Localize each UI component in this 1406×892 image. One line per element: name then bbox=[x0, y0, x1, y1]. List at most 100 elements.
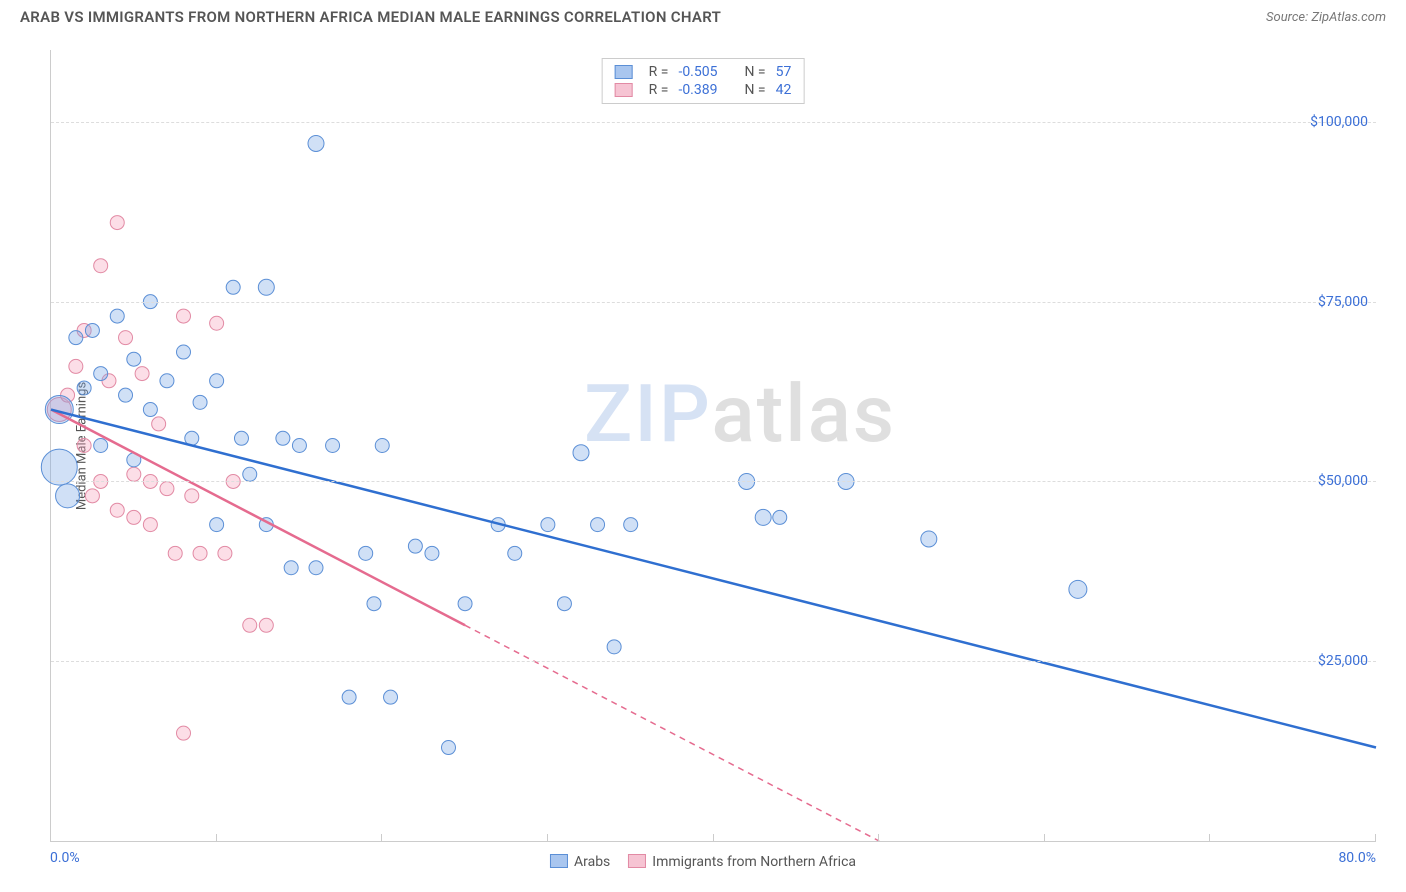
data-point bbox=[69, 359, 83, 373]
data-point bbox=[85, 489, 99, 503]
data-point bbox=[258, 279, 274, 295]
trendline bbox=[51, 410, 1376, 748]
data-point bbox=[160, 374, 174, 388]
legend-row-immigrants: R = -0.389 N = 42 bbox=[615, 81, 792, 99]
series-legend: Arabs Immigrants from Northern Africa bbox=[550, 854, 856, 870]
data-point bbox=[110, 309, 124, 323]
data-point bbox=[326, 439, 340, 453]
data-point bbox=[110, 503, 124, 517]
data-point bbox=[152, 417, 166, 431]
data-point bbox=[309, 561, 323, 575]
x-tick-mark bbox=[1044, 834, 1045, 842]
data-point bbox=[85, 323, 99, 337]
x-tick-mark bbox=[1375, 834, 1376, 842]
x-axis-min: 0.0% bbox=[50, 850, 80, 866]
data-point bbox=[591, 518, 605, 532]
data-point bbox=[243, 618, 257, 632]
data-point bbox=[458, 597, 472, 611]
x-tick-mark bbox=[547, 834, 548, 842]
data-point bbox=[127, 510, 141, 524]
data-point bbox=[624, 518, 638, 532]
trendline-dashed bbox=[465, 625, 879, 841]
data-point bbox=[210, 316, 224, 330]
x-tick-mark bbox=[50, 834, 51, 842]
n-label: N = bbox=[744, 82, 765, 98]
r-label: R = bbox=[649, 82, 669, 98]
data-point bbox=[234, 431, 248, 445]
data-point bbox=[193, 546, 207, 560]
gridline bbox=[51, 481, 1376, 482]
arabs-n-value: 57 bbox=[776, 64, 792, 80]
data-point bbox=[243, 467, 257, 481]
arabs-r-value: -0.505 bbox=[678, 64, 717, 80]
swatch-arabs bbox=[615, 65, 633, 79]
plot-svg bbox=[51, 50, 1376, 841]
legend-item-immigrants: Immigrants from Northern Africa bbox=[628, 854, 856, 870]
y-tick-label: $25,000 bbox=[1318, 653, 1368, 669]
data-point bbox=[284, 561, 298, 575]
plot-area: ZIPatlas $25,000$50,000$75,000$100,000 bbox=[50, 50, 1376, 842]
data-point bbox=[41, 449, 77, 485]
data-point bbox=[408, 539, 422, 553]
x-tick-mark bbox=[381, 834, 382, 842]
data-point bbox=[218, 546, 232, 560]
r-label: R = bbox=[649, 64, 669, 80]
x-axis-max: 80.0% bbox=[1338, 850, 1376, 866]
data-point bbox=[110, 216, 124, 230]
source-attribution: Source: ZipAtlas.com bbox=[1266, 10, 1386, 25]
swatch-immigrants bbox=[615, 83, 633, 97]
data-point bbox=[425, 546, 439, 560]
data-point bbox=[77, 381, 91, 395]
legend-item-arabs: Arabs bbox=[550, 854, 610, 870]
data-point bbox=[367, 597, 381, 611]
data-point bbox=[127, 467, 141, 481]
source-name: ZipAtlas.com bbox=[1311, 10, 1386, 25]
gridline bbox=[51, 302, 1376, 303]
data-point bbox=[342, 690, 356, 704]
data-point bbox=[276, 431, 290, 445]
data-point bbox=[226, 280, 240, 294]
data-point bbox=[921, 531, 937, 547]
data-point bbox=[210, 374, 224, 388]
trendline bbox=[51, 410, 465, 626]
n-label: N = bbox=[744, 64, 765, 80]
gridline bbox=[51, 661, 1376, 662]
data-point bbox=[508, 546, 522, 560]
data-point bbox=[308, 135, 324, 151]
x-tick-mark bbox=[713, 834, 714, 842]
data-point bbox=[94, 367, 108, 381]
data-point bbox=[375, 439, 389, 453]
data-point bbox=[755, 509, 771, 525]
data-point bbox=[185, 489, 199, 503]
arabs-label: Arabs bbox=[574, 854, 610, 870]
title-bar: ARAB VS IMMIGRANTS FROM NORTHERN AFRICA … bbox=[0, 0, 1406, 30]
data-point bbox=[143, 518, 157, 532]
data-point bbox=[94, 439, 108, 453]
data-point bbox=[193, 395, 207, 409]
data-point bbox=[177, 309, 191, 323]
data-point bbox=[359, 546, 373, 560]
chart-title: ARAB VS IMMIGRANTS FROM NORTHERN AFRICA … bbox=[20, 8, 721, 26]
x-tick-mark bbox=[216, 834, 217, 842]
data-point bbox=[135, 367, 149, 381]
x-tick-mark bbox=[1209, 834, 1210, 842]
data-point bbox=[210, 518, 224, 532]
data-point bbox=[94, 259, 108, 273]
data-point bbox=[773, 510, 787, 524]
source-label: Source: bbox=[1266, 10, 1311, 25]
data-point bbox=[259, 618, 273, 632]
y-tick-label: $100,000 bbox=[1310, 114, 1368, 130]
y-tick-label: $75,000 bbox=[1318, 294, 1368, 310]
data-point bbox=[541, 518, 555, 532]
data-point bbox=[607, 640, 621, 654]
data-point bbox=[127, 352, 141, 366]
data-point bbox=[77, 439, 91, 453]
data-point bbox=[384, 690, 398, 704]
data-point bbox=[177, 345, 191, 359]
legend-row-arabs: R = -0.505 N = 57 bbox=[615, 63, 792, 81]
data-point bbox=[292, 439, 306, 453]
data-point bbox=[69, 331, 83, 345]
data-point bbox=[56, 484, 80, 508]
data-point bbox=[119, 388, 133, 402]
data-point bbox=[119, 331, 133, 345]
